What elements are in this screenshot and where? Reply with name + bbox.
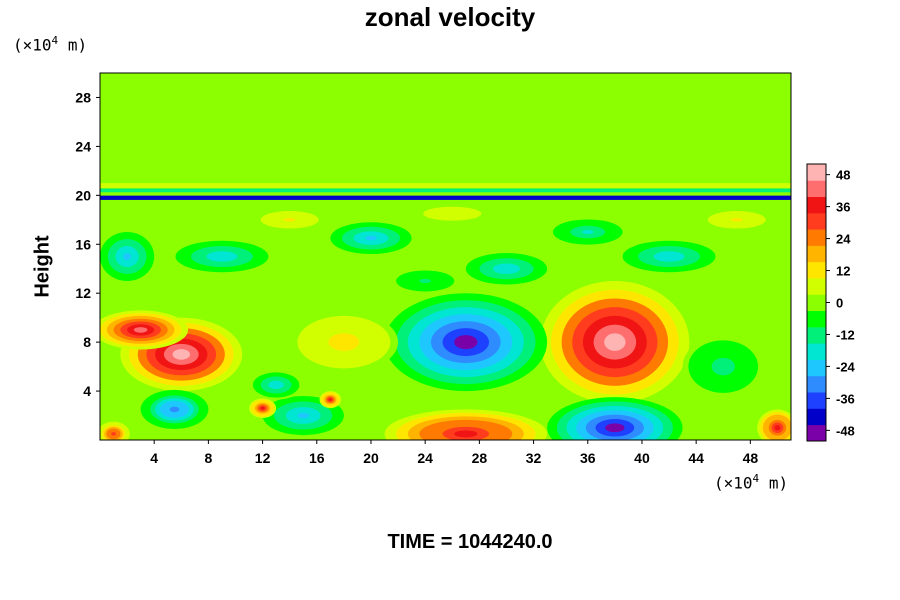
colorbar-swatch <box>807 392 826 409</box>
colorbar-swatch <box>807 164 826 181</box>
velocity-cell-17 <box>459 250 554 288</box>
velocity-cell-10 <box>289 311 399 373</box>
colorbar-swatch <box>807 408 826 426</box>
colorbar-tick-label: 48 <box>836 168 850 183</box>
velocity-cell-6 <box>757 409 791 440</box>
colorbar-tick-label: 0 <box>836 296 843 311</box>
velocity-band-1 <box>100 188 791 193</box>
y-axis-unit: (×104 m) <box>13 34 88 55</box>
x-axis-unit: (×104 m) <box>714 472 789 493</box>
colorbar-swatch <box>807 359 826 377</box>
velocity-cell-1 <box>100 310 189 350</box>
x-tick-label: 20 <box>363 450 379 466</box>
colorbar-swatch <box>807 424 826 442</box>
velocity-cell-13 <box>319 391 342 409</box>
velocity-cell-2 <box>540 280 690 404</box>
velocity-cell-9 <box>249 370 304 400</box>
velocity-cell-20 <box>384 266 466 296</box>
colorbar-tick-label: -12 <box>836 327 855 342</box>
velocity-cell-24 <box>411 203 493 224</box>
velocity-cell-12 <box>249 398 277 418</box>
velocity-cell-7 <box>140 389 209 429</box>
x-tick-label: 44 <box>688 450 704 466</box>
y-tick-label: 24 <box>75 138 91 154</box>
y-tick-label: 16 <box>75 236 91 252</box>
x-tick-label: 36 <box>580 450 596 466</box>
velocity-cell-23 <box>249 207 331 233</box>
x-tick-label: 16 <box>309 450 325 466</box>
x-tick-label: 48 <box>743 450 759 466</box>
velocity-cell-21 <box>547 217 629 247</box>
velocity-cell-16 <box>330 222 412 255</box>
velocity-band-0 <box>100 195 791 200</box>
colorbar-swatch <box>807 196 826 214</box>
time-label: TIME = 1044240.0 <box>387 531 553 553</box>
velocity-cell-22 <box>696 207 778 233</box>
y-tick-label: 28 <box>75 89 91 105</box>
x-tick-label: 28 <box>472 450 488 466</box>
colorbar-swatch <box>807 326 826 344</box>
velocity-cell-19 <box>100 232 155 281</box>
colorbar-swatch <box>807 278 826 295</box>
colorbar-swatch <box>807 261 826 279</box>
colorbar-tick-label: -48 <box>836 423 855 438</box>
upper-layer <box>100 73 791 184</box>
x-tick-label: 12 <box>255 450 271 466</box>
colorbar-swatch <box>807 375 826 393</box>
colorbar-swatch <box>807 180 826 197</box>
upper-layer-edge <box>100 183 791 188</box>
velocity-cell-15 <box>167 238 277 275</box>
x-tick-label: 24 <box>417 450 433 466</box>
colorbar-tick-label: -24 <box>836 359 856 374</box>
colorbar-tick-label: 36 <box>836 200 850 215</box>
x-tick-label: 32 <box>526 450 542 466</box>
plot-frame <box>99 72 792 441</box>
velocity-cell-4 <box>547 397 683 440</box>
y-tick-label: 12 <box>75 285 91 301</box>
colorbar-swatch <box>807 310 826 328</box>
colorbar-swatch <box>807 294 826 312</box>
y-tick-label: 8 <box>83 334 91 350</box>
colorbar-tick-label: 12 <box>836 264 850 279</box>
y-tick-label: 20 <box>75 187 91 203</box>
colorbar-tick-label: 24 <box>836 232 851 247</box>
velocity-cell-3 <box>384 293 548 392</box>
colorbar-swatch <box>807 343 826 360</box>
x-tick-label: 4 <box>150 450 158 466</box>
velocity-cell-5 <box>384 409 548 440</box>
colorbar-tick-label: -36 <box>836 391 855 406</box>
velocity-cell-18 <box>614 238 724 275</box>
y-tick-label: 4 <box>83 383 91 399</box>
velocity-cell-8 <box>262 395 344 436</box>
colorbar-swatch <box>807 212 826 230</box>
colorbar-swatch <box>807 245 826 263</box>
x-tick-label: 8 <box>204 450 212 466</box>
colorbar-swatch <box>807 229 826 246</box>
velocity-cell-11 <box>682 336 764 398</box>
x-tick-label: 40 <box>634 450 650 466</box>
velocity-cell-14 <box>100 421 130 440</box>
chart-title: zonal velocity <box>364 2 536 32</box>
